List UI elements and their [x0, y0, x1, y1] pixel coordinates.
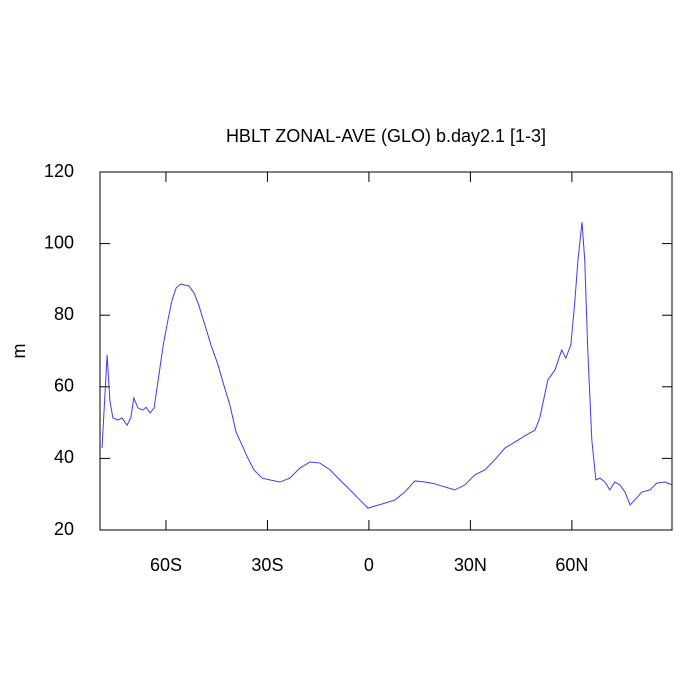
x-tick-label: 30N: [454, 555, 487, 575]
x-tick-label: 0: [364, 555, 374, 575]
y-tick-label: 60: [54, 376, 74, 396]
data-line: [101, 222, 673, 509]
y-tick-label: 80: [54, 304, 74, 324]
x-tick-label: 60S: [150, 555, 182, 575]
plot-frame: [99, 171, 673, 531]
y-tick-label: 40: [54, 447, 74, 467]
y-axis-label: m: [9, 344, 29, 359]
x-tick-label: 60N: [555, 555, 588, 575]
y-tick-label: 20: [54, 519, 74, 539]
y-tick-label: 120: [44, 161, 74, 181]
chart-title: HBLT ZONAL-AVE (GLO) b.day2.1 [1-3]: [226, 126, 546, 146]
y-tick-label: 100: [44, 232, 74, 252]
x-tick-label: 30S: [251, 555, 283, 575]
